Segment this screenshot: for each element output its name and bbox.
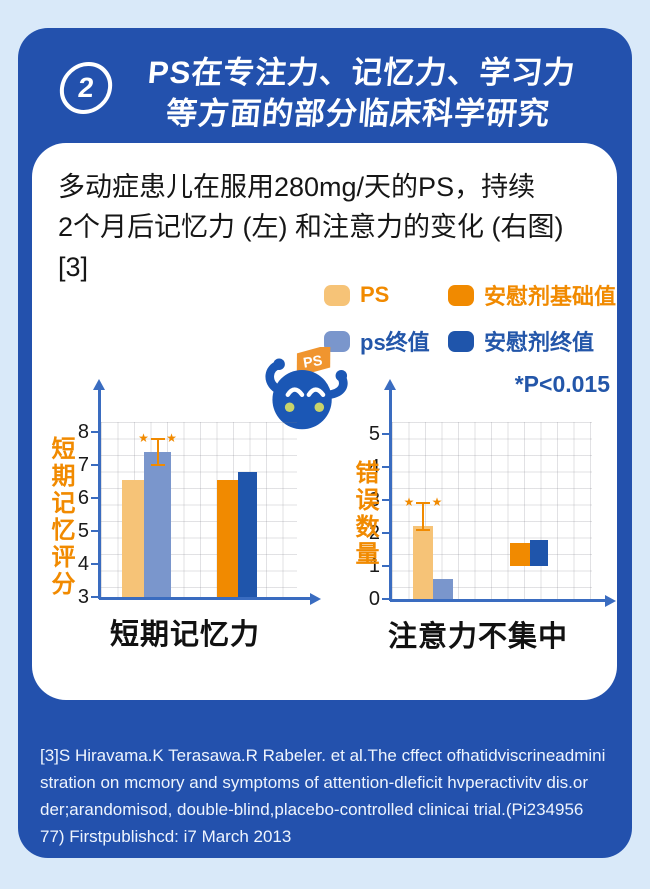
mascot-flag-icon: PS: [296, 347, 331, 377]
chart-attention-errors: 5 4 3 2 1 0 错误数量 ★ ★ 注意力不集中: [351, 378, 644, 670]
y-tick-label: 8: [77, 421, 89, 443]
error-bar: [422, 503, 424, 530]
svg-text:PS: PS: [302, 353, 323, 372]
y-tick-mark: [91, 464, 100, 466]
y-tick-mark: [382, 499, 391, 501]
y-tick-label: 5: [77, 520, 89, 542]
y-axis-arrow-icon: [93, 379, 105, 390]
bar: [144, 451, 171, 597]
study-description: 多动症患儿在服用280mg/天的PS，持续 2个月后记忆力 (左) 和注意力的变…: [58, 167, 564, 287]
legend-label-placebo-baseline: 安慰剂基础值: [484, 284, 617, 309]
citation-line: 77) Firstpublishcd: i7 March 2013: [40, 827, 292, 846]
y-tick-label: 4: [368, 456, 380, 478]
content-panel: 多动症患儿在服用280mg/天的PS，持续 2个月后记忆力 (左) 和注意力的变…: [32, 143, 617, 700]
y-tick-label: 0: [368, 588, 380, 610]
y-tick-label: 4: [77, 553, 89, 575]
page-title-line1: PS在专注力、记忆力、学习力: [146, 55, 577, 90]
y-tick-label: 2: [368, 522, 380, 544]
bar: [433, 579, 453, 599]
y-tick-mark: [382, 466, 391, 468]
y-axis: [389, 390, 392, 601]
error-bar-cap: [416, 528, 430, 531]
legend-label-ps: PS: [360, 282, 390, 307]
y-axis-title: 错误数量: [351, 460, 378, 568]
x-axis: [99, 597, 311, 600]
legend-swatch-ps-final: [324, 330, 350, 352]
y-tick-mark: [382, 433, 391, 435]
chart-legend: PS 安慰剂基础值 ps终值 安慰剂终值 *P<0.015: [324, 279, 616, 398]
x-axis: [390, 599, 606, 602]
y-tick-mark: [91, 530, 100, 532]
legend-swatch-placebo-baseline: [448, 284, 474, 306]
y-tick-label: 7: [77, 454, 89, 476]
y-tick-mark: [91, 431, 100, 433]
significance-star-icon: ★: [166, 430, 177, 445]
significance-star-icon: ★: [403, 495, 415, 510]
bar: [238, 471, 257, 597]
legend-label-placebo-final: 安慰剂终值: [484, 330, 595, 355]
significance-star-icon: ★: [431, 495, 443, 510]
ps-mascot: PS: [265, 347, 348, 430]
y-tick-mark: [382, 565, 391, 567]
chart-title: 短期记忆力: [109, 619, 260, 651]
citation-line: [3]S Hiravama.K Terasawa.R Rabeler. et a…: [40, 746, 606, 765]
x-axis-arrow-icon: [605, 594, 616, 607]
mascot-body: [272, 369, 332, 430]
y-tick-label: 6: [77, 487, 89, 509]
significance-note: *P<0.015: [514, 371, 610, 397]
legend-swatch-ps: [324, 284, 350, 306]
citation-line: der;arandomisod, double-blind,placebo-co…: [40, 800, 584, 819]
legend-label-ps-final: ps终值: [360, 330, 430, 355]
y-tick-mark: [382, 532, 391, 534]
y-tick-mark: [91, 596, 100, 598]
citation-footnote: [3]S Hiravama.K Terasawa.R Rabeler. et a…: [40, 742, 618, 850]
y-tick-label: 5: [368, 423, 380, 445]
description-line: 2个月后记忆力 (左) 和注意力的变化 (右图): [58, 212, 564, 242]
y-axis: [98, 390, 101, 599]
citation-line: stration on mcmory and symptoms of atten…: [40, 773, 588, 792]
y-tick-label: 3: [77, 586, 89, 608]
bar: [122, 479, 144, 597]
y-tick-label: 1: [368, 555, 380, 577]
chart-short-term-memory: 8 7 6 5 4 3 短期记忆评分 ★ ★ 短期记忆力: [42, 378, 334, 670]
description-line: 多动症患儿在服用280mg/天的PS，持续: [58, 172, 536, 202]
chart-title: 注意力不集中: [387, 621, 568, 653]
y-tick-mark: [91, 563, 100, 565]
x-axis-arrow-icon: [310, 592, 321, 605]
y-axis-title: 短期记忆评分: [47, 436, 74, 598]
page-title-line2: 等方面的部分临床科学研究: [164, 96, 552, 131]
error-bar-cap: [150, 464, 165, 466]
y-tick-mark: [382, 598, 391, 600]
bar: [217, 479, 238, 597]
bar: [530, 539, 548, 566]
description-line: [3]: [58, 252, 89, 282]
legend-swatch-placebo-final: [448, 330, 474, 352]
error-bar: [156, 438, 159, 465]
y-axis-arrow-icon: [384, 379, 396, 390]
y-tick-label: 3: [368, 489, 380, 511]
y-tick-mark: [91, 497, 100, 499]
page-title: PS在专注力、记忆力、学习力 等方面的部分临床科学研究: [100, 52, 619, 134]
error-bar-cap: [416, 502, 430, 505]
bar: [510, 542, 530, 566]
error-bar-cap: [150, 437, 165, 440]
bar: [413, 526, 433, 599]
main-card: 2 PS在专注力、记忆力、学习力 等方面的部分临床科学研究 多动症患儿在服用28…: [18, 28, 632, 858]
significance-star-icon: ★: [138, 430, 149, 445]
